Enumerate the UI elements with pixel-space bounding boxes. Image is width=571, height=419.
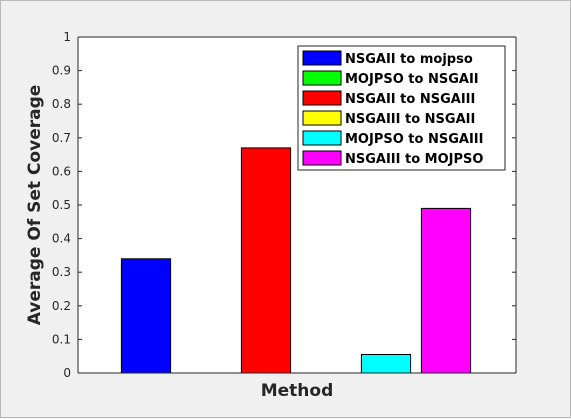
y-tick-label: 0.5: [52, 198, 71, 212]
legend-swatch: [302, 110, 342, 126]
y-tick-label: 0.7: [52, 131, 71, 145]
bar-3: [240, 147, 292, 374]
legend-label: NSGAII to mojpso: [345, 52, 473, 67]
x-axis-title: Method: [261, 381, 334, 401]
y-axis: 0 0.1 0.2 0.3 0.4 0.5 0.6 0.7 0.8 0.9 1: [52, 30, 516, 380]
legend-box: [297, 45, 506, 171]
legend: NSGAII to mojpso MOJPSO to NSGAII NSGAII t…: [297, 45, 506, 171]
legend-swatch: [302, 130, 342, 146]
legend-swatch: [302, 50, 342, 66]
legend-label: MOJPSO to NSGAIII: [345, 132, 483, 147]
y-tick-label: 0.6: [52, 164, 71, 178]
bar-1: [120, 258, 172, 374]
legend-label: MOJPSO to NSGAII: [345, 72, 479, 87]
y-tick-label: 0.9: [52, 64, 71, 78]
bars: [120, 147, 472, 374]
legend-label: NSGAIII to NSGAII: [345, 112, 475, 127]
y-tick-label: 0.1: [52, 332, 71, 346]
y-axis-title: Average Of Set Coverage: [25, 85, 45, 326]
y-tick-label: 0.4: [52, 232, 71, 246]
bar-5: [360, 354, 412, 374]
y-tick-label: 0: [63, 366, 71, 380]
y-tick-label: 1: [63, 30, 71, 44]
y-tick-label: 0.2: [52, 299, 71, 313]
bar-6: [420, 207, 472, 374]
y-tick-label: 0.3: [52, 265, 71, 279]
legend-label: NSGAIII to MOJPSO: [345, 152, 483, 167]
legend-swatch: [302, 150, 342, 166]
legend-swatch: [302, 70, 342, 86]
legend-swatch: [302, 90, 342, 106]
legend-label: NSGAII to NSGAIII: [345, 92, 475, 107]
y-tick-label: 0.8: [52, 97, 71, 111]
